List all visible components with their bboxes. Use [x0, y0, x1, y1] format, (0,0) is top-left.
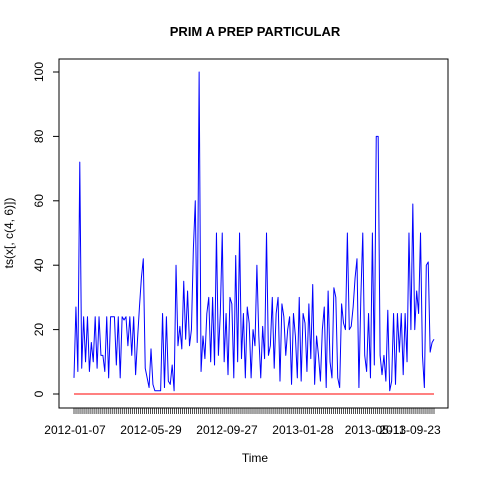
y-tick-label: 20	[32, 323, 46, 337]
y-tick-label: 80	[32, 129, 46, 143]
y-tick-label: 0	[32, 390, 46, 397]
chart-title: PRIM A PREP PARTICULAR	[170, 24, 341, 39]
x-axis: 2012-01-07 2012-05-29 2012-09-27 2013-01-28…	[44, 407, 441, 437]
x-axis-label: Time	[242, 451, 269, 465]
x-tick-label: 2013-09-23	[379, 423, 441, 437]
x-tick-label: 2013-05-11	[345, 423, 406, 437]
x-tick-label: 2012-05-29	[120, 423, 182, 437]
series-layer	[73, 71, 435, 395]
series-line-1	[73, 71, 435, 392]
y-tick-label: 100	[32, 62, 46, 82]
x-tick-label: 2013-01-28	[272, 423, 334, 437]
y-tick-label: 60	[32, 194, 46, 208]
y-axis-label: ts(x[, c(4, 6)])	[2, 198, 16, 269]
x-tick-label: 2012-01-07	[44, 423, 106, 437]
y-tick-label: 40	[32, 258, 46, 272]
x-tick-label: 2012-09-27	[196, 423, 258, 437]
y-axis: 0 20 40 60 80 100	[32, 62, 60, 397]
plot-frame	[58, 58, 449, 409]
